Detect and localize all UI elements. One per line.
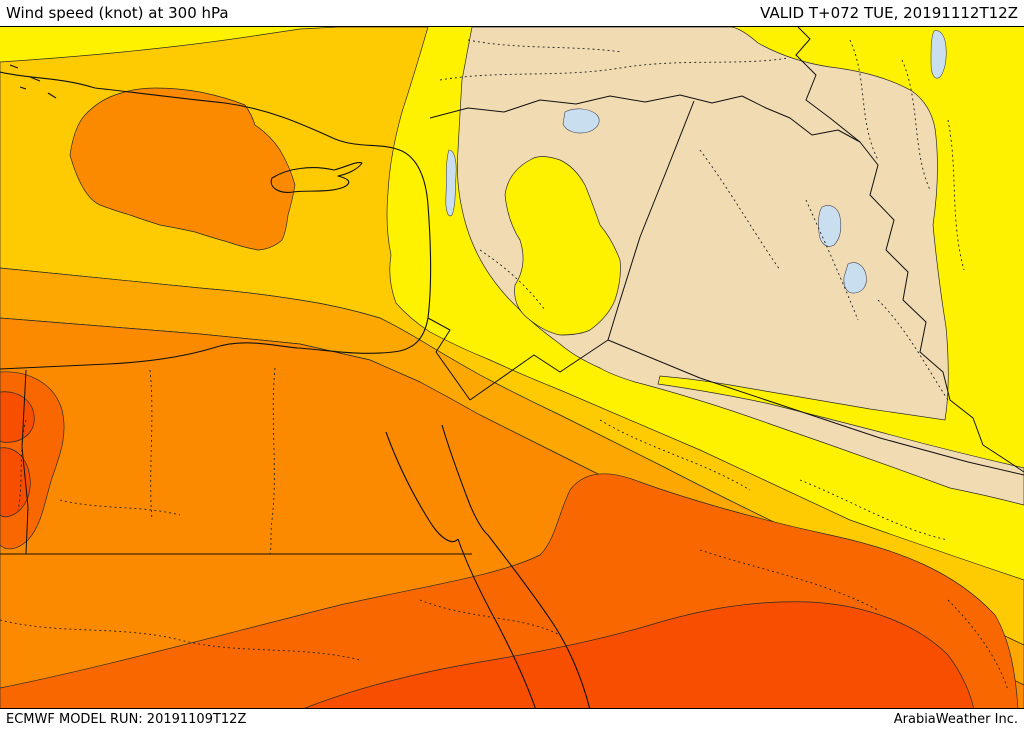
lake-icon	[930, 30, 947, 79]
header-bar: Wind speed (knot) at 300 hPa VALID T+072…	[0, 0, 1024, 26]
model-run-label: ECMWF MODEL RUN: 20191109T12Z	[6, 711, 247, 727]
lake-icon	[843, 262, 867, 294]
lakes	[445, 30, 947, 294]
wind-speed-map	[0, 27, 1024, 708]
lake-icon	[818, 205, 842, 247]
admin-borders-dotted	[0, 39, 1009, 691]
coastlines	[0, 64, 591, 708]
map-title: Wind speed (knot) at 300 hPa	[6, 4, 229, 22]
valid-time-label: VALID T+072 TUE, 20191112T12Z	[760, 4, 1018, 22]
lake-icon	[445, 149, 457, 217]
map-frame	[0, 26, 1024, 709]
country-borders-solid	[0, 27, 1024, 555]
lake-icon	[562, 108, 600, 134]
footer-bar: ECMWF MODEL RUN: 20191109T12Z ArabiaWeat…	[0, 709, 1024, 729]
credit-label: ArabiaWeather Inc.	[893, 711, 1018, 727]
